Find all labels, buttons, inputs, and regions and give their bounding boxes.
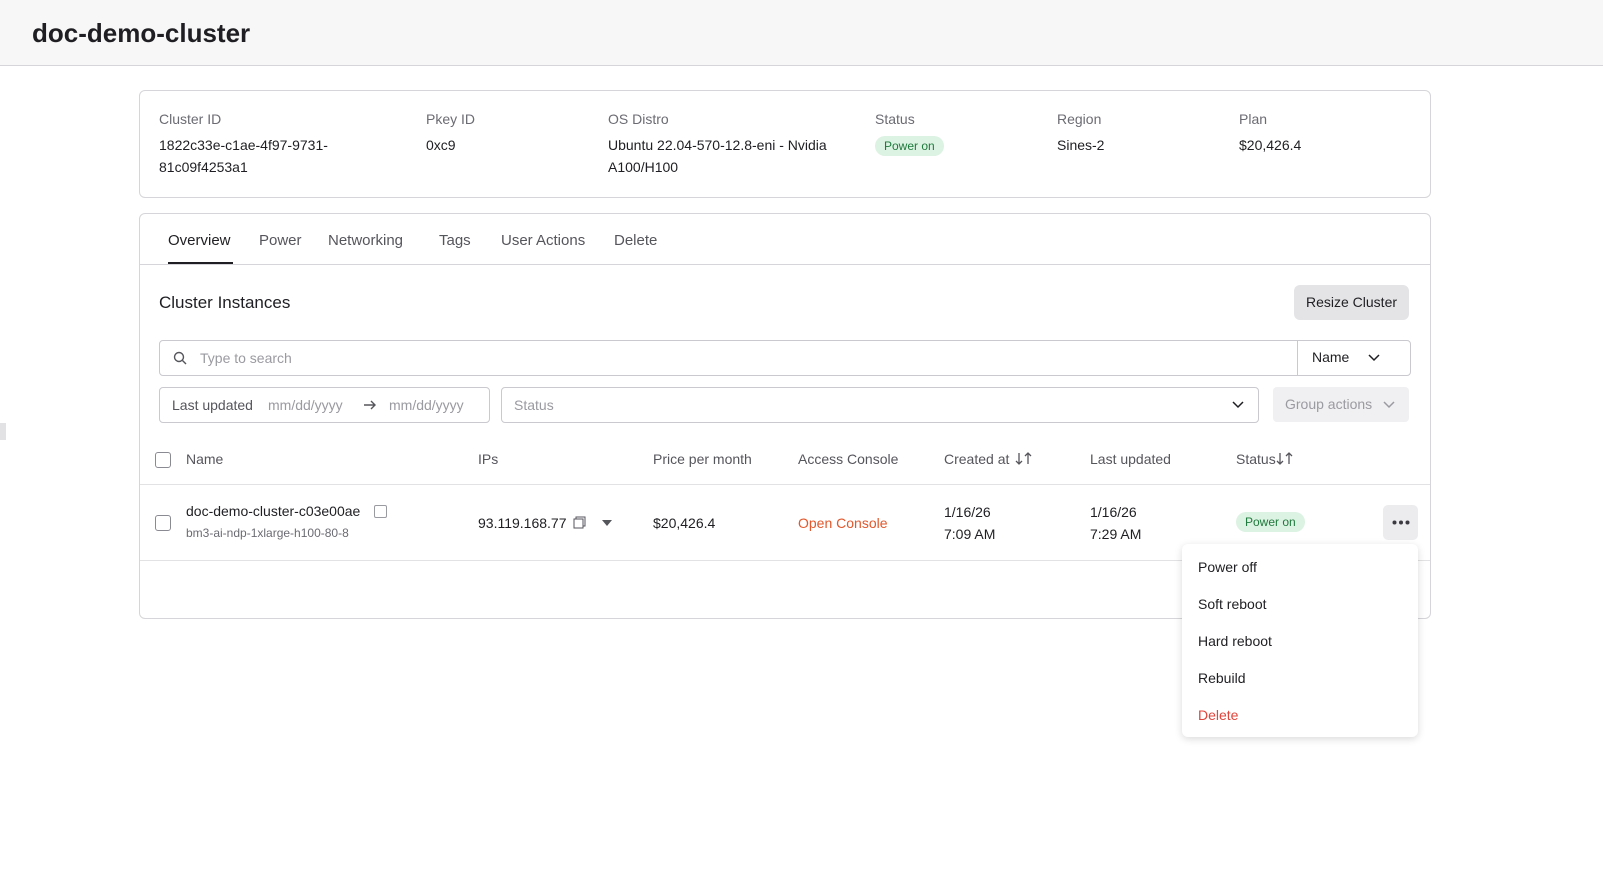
tab[interactable]: User Actions <box>501 232 586 249</box>
group-actions[interactable]: Group actions <box>1273 387 1409 422</box>
tab[interactable]: Delete <box>614 232 658 249</box>
created-date: 1/16/26 <box>944 504 991 520</box>
column-header: Last updated <box>1090 451 1171 467</box>
summary-value: $20,426.4 <box>1239 137 1302 153</box>
chevron <box>1368 354 1380 362</box>
status-filter[interactable]: Status <box>501 387 1259 423</box>
section-title: Cluster Instances <box>159 293 291 312</box>
tab[interactable]: Power <box>259 232 302 249</box>
summary-label: Plan <box>1239 111 1268 127</box>
column-header: Status <box>1236 451 1276 467</box>
created-time: 7:09 AM <box>944 526 996 542</box>
tab[interactable]: Networking <box>328 232 404 249</box>
date-label: Last updated <box>172 397 253 413</box>
date-from[interactable]: mm/dd/yyyy <box>268 397 343 413</box>
page-title: doc-demo-cluster <box>32 18 251 48</box>
status-pill: Power on <box>875 136 944 156</box>
tab-divider <box>140 264 1430 265</box>
tab-underline <box>168 262 233 264</box>
chevron <box>1383 401 1395 409</box>
summary-value: 0xc9 <box>426 137 456 153</box>
column-header: Name <box>186 451 224 467</box>
menu-item[interactable]: Soft reboot <box>1198 596 1267 612</box>
summary-label: Status <box>875 111 915 127</box>
summary-value: Ubuntu 22.04-570-12.8-eni - Nvidia A100/… <box>608 137 827 175</box>
action-menu <box>1182 544 1418 737</box>
summary-label: Cluster ID <box>159 111 222 127</box>
side-handle[interactable] <box>0 423 6 440</box>
arrow <box>364 400 376 410</box>
menu-item[interactable]: Delete <box>1198 707 1239 723</box>
sort-icon[interactable] <box>1015 452 1033 465</box>
tab[interactable]: Tags <box>439 232 471 249</box>
instance-type: bm3-ai-ndp-1xlarge-h100-80-8 <box>186 526 349 540</box>
search-icon <box>173 351 187 365</box>
resize-button[interactable]: Resize Cluster <box>1294 285 1409 320</box>
menu-item[interactable]: Rebuild <box>1198 670 1246 686</box>
open-console[interactable]: Open Console <box>798 515 888 531</box>
search-placeholder: Type to search <box>200 350 292 366</box>
row-divider <box>140 560 1430 561</box>
divider <box>1297 341 1298 375</box>
date-range[interactable]: Last updated mm/dd/yyyy mm/dd/yyyy <box>159 387 490 423</box>
group-actions-label: Group actions <box>1285 396 1373 412</box>
tab[interactable]: Overview <box>168 232 231 249</box>
search-box[interactable]: Type to search Name <box>159 340 1411 376</box>
summary-card: Cluster ID 1822c33e-c1ae-4f97-9731-81c09f… <box>139 90 1431 198</box>
summary-value: Sines-2 <box>1057 137 1105 153</box>
updated-date: 1/16/26 <box>1090 504 1137 520</box>
sort-icon[interactable] <box>1276 452 1294 465</box>
select-all-checkbox[interactable] <box>155 452 171 468</box>
column-header: Created at <box>944 451 1010 467</box>
updated-time: 7:29 AM <box>1090 526 1142 542</box>
info-icon[interactable] <box>374 505 387 518</box>
date-to[interactable]: mm/dd/yyyy <box>389 397 464 413</box>
row-menu-button[interactable] <box>1383 505 1418 540</box>
row-checkbox[interactable] <box>155 515 171 531</box>
menu-item[interactable]: Hard reboot <box>1198 633 1272 649</box>
price: $20,426.4 <box>653 515 716 531</box>
summary-value: 1822c33e-c1ae-4f97-9731-81c09f4253a1 <box>159 137 328 175</box>
status-pill: Power on <box>1236 512 1305 532</box>
ip-dropdown[interactable] <box>601 519 613 527</box>
search-field[interactable]: Name <box>1312 349 1350 365</box>
column-header: Access Console <box>798 451 899 467</box>
column-header: Price per month <box>653 451 752 467</box>
copy-icon[interactable] <box>573 516 586 529</box>
row-divider <box>140 484 1430 485</box>
menu-item[interactable]: Power off <box>1198 559 1257 575</box>
dots <box>1392 520 1410 525</box>
status-placeholder: Status <box>514 397 554 413</box>
summary-label: Pkey ID <box>426 111 476 127</box>
chevron <box>1232 401 1244 409</box>
ip: 93.119.168.77 <box>478 515 567 531</box>
instance-name[interactable]: doc-demo-cluster-c03e00ae <box>186 503 361 519</box>
summary-label: Region <box>1057 111 1102 127</box>
header-bar: doc-demo-cluster <box>0 0 1603 66</box>
summary-label: OS Distro <box>608 111 669 127</box>
column-header: IPs <box>478 451 499 467</box>
